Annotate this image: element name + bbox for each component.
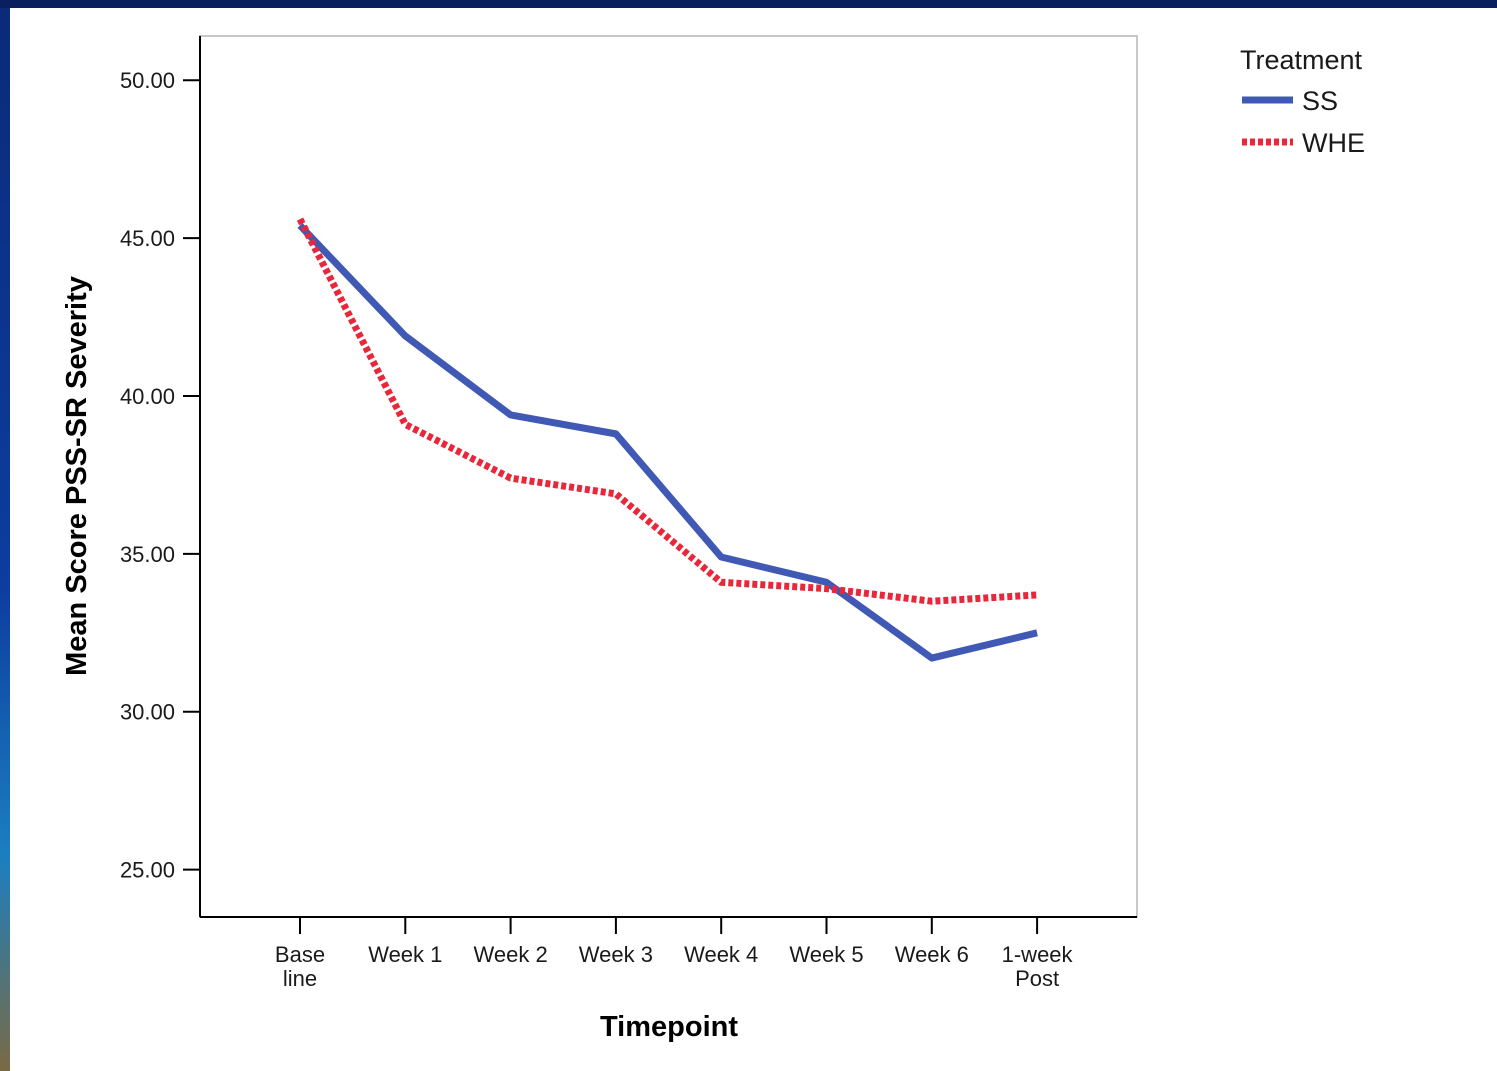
y-tick-label: 45.00 — [120, 226, 175, 251]
x-tick-label: Post — [1015, 966, 1059, 991]
legend-label-whe: WHE — [1302, 128, 1365, 158]
series-line-whe — [296, 217, 1038, 605]
x-tick-label: Week 1 — [368, 942, 442, 967]
legend-title: Treatment — [1240, 45, 1363, 75]
x-tick-label: Week 5 — [789, 942, 863, 967]
y-axis-ticks: 25.00 30.00 35.00 40.00 45.00 50.00 — [120, 68, 200, 883]
x-tick-label: Week 4 — [684, 942, 758, 967]
x-tick-label: line — [283, 966, 317, 991]
plot-frame — [199, 35, 1138, 918]
y-tick-label: 40.00 — [120, 384, 175, 409]
x-tick-label: Week 3 — [579, 942, 653, 967]
series-layer — [296, 217, 1038, 662]
x-tick-label: Week 6 — [895, 942, 969, 967]
y-tick-label: 30.00 — [120, 700, 175, 725]
y-tick-label: 50.00 — [120, 68, 175, 93]
series-line-ss — [297, 223, 1038, 662]
x-tick-label: Base — [275, 942, 325, 967]
y-tick-label: 35.00 — [120, 542, 175, 567]
y-axis-title: Mean Score PSS-SR Severity — [61, 276, 93, 676]
y-tick-label: 25.00 — [120, 858, 175, 883]
x-tick-label: Week 2 — [474, 942, 548, 967]
slide-background-strip — [0, 0, 1497, 8]
x-axis-title: Timepoint — [600, 1011, 738, 1043]
legend: Treatment SS WHE — [1240, 45, 1365, 158]
legend-label-ss: SS — [1302, 86, 1338, 116]
x-tick-label: 1-week — [1002, 942, 1074, 967]
